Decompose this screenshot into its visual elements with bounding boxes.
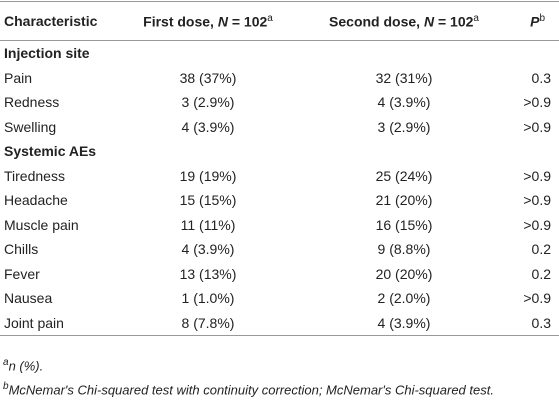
cell: 0.2 [531,265,551,282]
results-table: Characteristic First dose, N = 102a Second… [0,1,559,336]
section-row: Systemic AEs [0,139,559,164]
footnote-marker: b [3,381,9,393]
cell: 1 (1.0%) [181,290,235,307]
cell: 4 (3.9%) [294,310,514,336]
header-text: Second dose, [329,13,424,30]
cell: Swelling [4,118,57,135]
header-superscript: b [539,12,545,24]
footnote: an (%). [3,352,559,376]
header-symbol: P [530,13,540,30]
cell: 21 (20%) [375,192,433,209]
cell: 38 (37%) [179,69,237,86]
cell: 20 (20%) [375,265,433,282]
cell: Chills [4,241,39,258]
section-title: Systemic AEs [4,143,97,160]
cell: 25 (24%) [375,167,433,184]
cell: 3 (2.9%) [377,118,431,135]
header-cell: Second dose, N = 102a [294,1,514,41]
section-title: Injection site [4,45,90,62]
cell: 4 (3.9%) [377,94,431,111]
cell: 15 (15%) [179,192,237,209]
cell: 0.3 [531,69,551,86]
cell: 32 (31%) [375,69,433,86]
cell: 16 (15%) [375,216,433,233]
data-row: Headache 15 (15%) 21 (20%) >0.9 [0,188,559,213]
cell: 13 (13%) [179,265,237,282]
footnote-text: n (%). [8,358,44,374]
data-row: Tiredness 19 (19%) 25 (24%) >0.9 [0,164,559,189]
header-symbol: N [217,13,228,30]
footnote: bMcNemar's Chi-squared test with continu… [3,376,559,400]
cell: 9 (8.8%) [377,241,431,258]
cell: >0.9 [523,290,551,307]
data-row: Nausea 1 (1.0%) 2 (2.0%) >0.9 [0,286,559,311]
cell: >0.9 [523,118,551,135]
cell: 2 (2.0%) [377,290,431,307]
cell: 8 (7.8%) [122,310,294,336]
data-row: Joint pain 8 (7.8%) 4 (3.9%) 0.3 [0,310,559,336]
header-cell: Characteristic [0,1,122,41]
header-text: Characteristic [4,13,98,29]
data-row: Pain 38 (37%) 32 (31%) 0.3 [0,66,559,91]
cell: Fever [4,265,40,282]
header-text: = 102 [227,13,268,30]
footnote-text: McNemar's Chi-squared test with continui… [8,382,494,398]
header-symbol: N [423,13,435,30]
section-row: Injection site [0,41,559,66]
cell: >0.9 [523,167,551,184]
header-cell: Pb [514,1,559,41]
header-superscript: a [473,12,479,24]
cell: >0.9 [523,216,551,233]
data-row: Redness 3 (2.9%) 4 (3.9%) >0.9 [0,90,559,115]
cell: 0.3 [514,310,559,336]
footnote-marker: a [3,357,9,368]
cell: >0.9 [523,192,551,209]
header-superscript: a [267,12,273,24]
footnotes: an (%). bMcNemar's Chi-squared test with … [0,352,559,401]
cell: Muscle pain [4,216,79,233]
cell: 11 (11%) [180,216,236,233]
cell: Headache [4,192,68,209]
data-row: Chills 4 (3.9%) 9 (8.8%) 0.2 [0,237,559,262]
cell: 3 (2.9%) [181,94,235,111]
cell: 19 (19%) [179,167,237,184]
cell: 4 (3.9%) [181,241,235,258]
header-text: First dose, [143,13,218,30]
cell: Tiredness [4,167,65,184]
cell: Pain [4,69,33,86]
header-row: Characteristic First dose, N = 102a Second… [0,1,559,41]
data-row: Muscle pain 11 (11%) 16 (15%) >0.9 [0,213,559,238]
cell: >0.9 [523,94,551,111]
cell: Nausea [4,290,53,307]
cell: Redness [4,94,60,111]
table-body: Injection site Pain 38 (37%) 32 (31%) 0.3 Red… [0,41,559,336]
cell: 0.2 [531,241,551,258]
data-row: Fever 13 (13%) 20 (20%) 0.2 [0,262,559,287]
header-text: = 102 [434,13,474,30]
header-cell: First dose, N = 102a [122,1,294,41]
cell: 4 (3.9%) [181,118,235,135]
data-row: Swelling 4 (3.9%) 3 (2.9%) >0.9 [0,115,559,140]
cell: Joint pain [0,310,122,336]
